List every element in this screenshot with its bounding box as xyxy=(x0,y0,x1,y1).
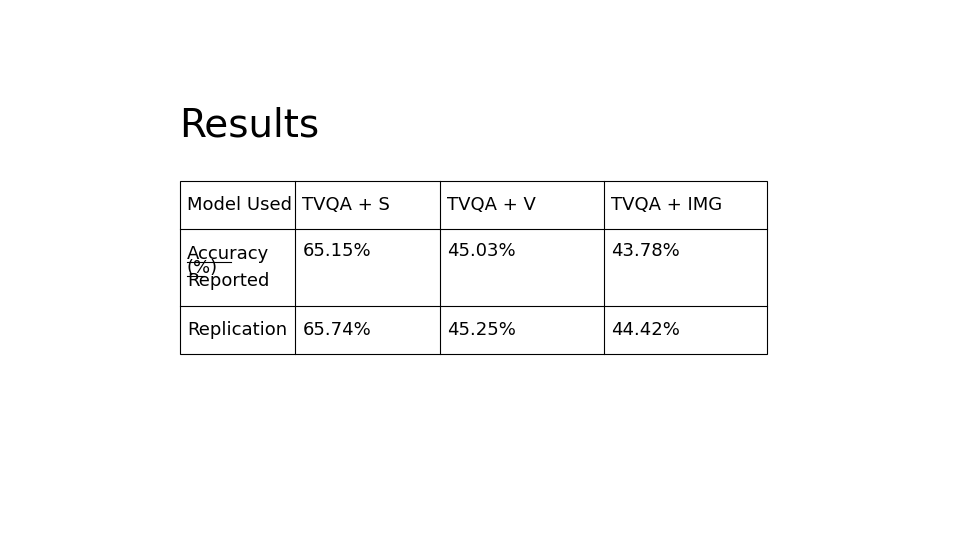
Text: 65.74%: 65.74% xyxy=(302,321,371,339)
Text: 44.42%: 44.42% xyxy=(611,321,680,339)
Text: Replication: Replication xyxy=(187,321,287,339)
Text: 45.03%: 45.03% xyxy=(447,241,516,260)
Text: 43.78%: 43.78% xyxy=(611,241,680,260)
Text: (%): (%) xyxy=(187,259,218,276)
Text: 65.15%: 65.15% xyxy=(302,241,371,260)
Text: Results: Results xyxy=(180,106,320,144)
Text: 45.25%: 45.25% xyxy=(447,321,516,339)
Text: Model Used: Model Used xyxy=(187,196,292,214)
Text: TVQA + V: TVQA + V xyxy=(447,196,537,214)
Text: TVQA + IMG: TVQA + IMG xyxy=(611,196,722,214)
Text: Accuracy: Accuracy xyxy=(187,245,269,263)
Text: Reported: Reported xyxy=(187,272,270,290)
Text: TVQA + S: TVQA + S xyxy=(302,196,390,214)
